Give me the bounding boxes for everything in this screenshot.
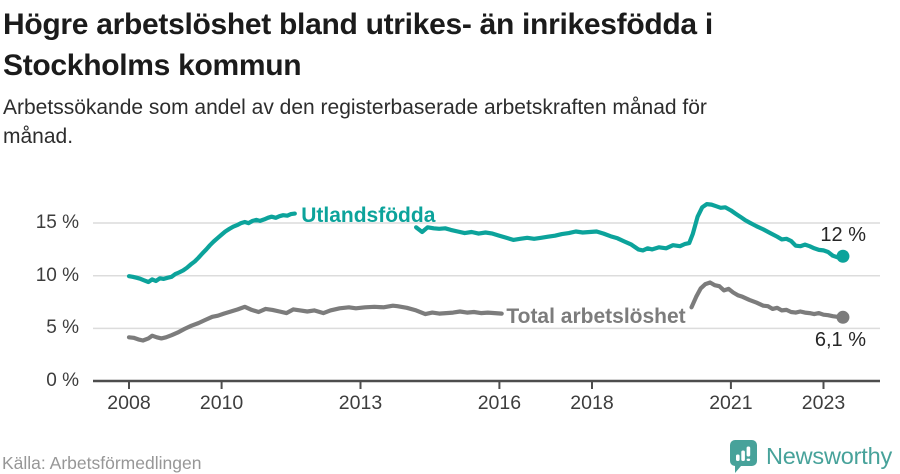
subtitle-line-1: Arbetssökande som andel av den registerb…	[3, 96, 707, 119]
series-end-dot-total	[836, 310, 850, 324]
x-axis-label-2021: 2021	[709, 392, 753, 414]
title-line-1: Högre arbetslöshet bland utrikes- än inr…	[3, 8, 713, 41]
x-axis-label-2023: 2023	[801, 392, 846, 414]
series-line-utlandsfodda-seg1	[414, 202, 846, 260]
y-axis-label-0: 0 %	[46, 370, 79, 391]
series-line-utlandsfodda-seg0	[126, 211, 297, 285]
end-value-label-utlandsfodda: 12 %	[820, 224, 866, 247]
x-axis-label-2008: 2008	[107, 392, 151, 414]
series-line-total-seg0	[126, 303, 504, 343]
x-axis-label-2018: 2018	[570, 392, 614, 414]
series-end-dot-utlandsfodda	[836, 249, 850, 263]
chart-subtitle: Arbetssökande som andel av den registerb…	[3, 93, 863, 151]
x-axis-label-2013: 2013	[338, 392, 383, 414]
x-axis-label-2010: 2010	[199, 392, 244, 414]
newsworthy-bars-icon	[730, 439, 758, 473]
y-axis-label-15: 15 %	[35, 212, 79, 234]
x-axis-label-2016: 2016	[477, 392, 522, 414]
series-label-utlandsfodda: Utlandsfödda	[301, 204, 436, 228]
page-title: Högre arbetslöshet bland utrikes- än inr…	[3, 4, 897, 86]
y-axis-label-10: 10 %	[35, 264, 79, 286]
end-value-label-total: 6,1 %	[814, 329, 866, 352]
newsworthy-logo: Newsworthy	[730, 439, 892, 473]
y-axis-label-5: 5 %	[46, 317, 79, 339]
series-label-total: Total arbetslöshet	[506, 305, 686, 329]
series-line-total-seg1	[689, 280, 846, 320]
title-line-2: Stockholms kommun	[3, 49, 302, 82]
subtitle-line-2: månad.	[3, 125, 74, 148]
brand-name: Newsworthy	[766, 442, 892, 469]
source-credit: Källa: Arbetsförmedlingen	[2, 453, 202, 473]
